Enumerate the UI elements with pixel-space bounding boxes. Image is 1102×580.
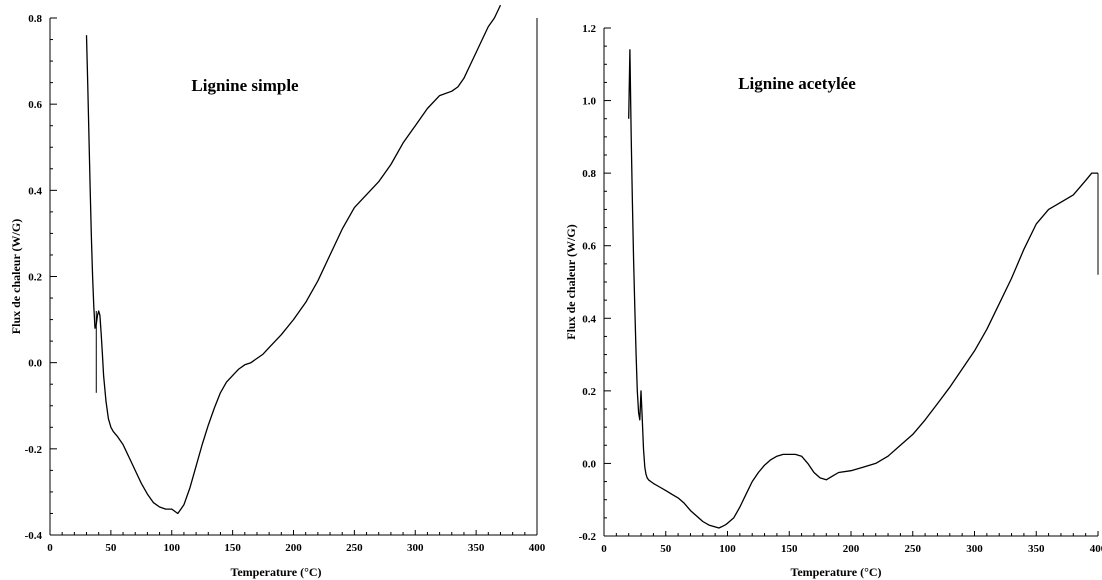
x-tick-label: 250 (905, 543, 922, 555)
y-tick-label: 1.0 (582, 96, 596, 108)
y-tick-label: 0.8 (28, 13, 42, 25)
y-tick-label: -0.4 (25, 530, 43, 542)
chart-title: Lignine simple (191, 76, 299, 95)
x-tick-label: 250 (346, 542, 363, 554)
x-tick-label: 150 (224, 542, 241, 554)
y-tick-label: -0.2 (25, 444, 43, 456)
y-tick-label: 0.2 (28, 272, 42, 284)
y-tick-label: -0.2 (579, 531, 597, 543)
chart-title: Lignine acetylée (738, 74, 856, 93)
y-tick-label: 0.0 (582, 458, 596, 470)
chart-panel-2: -0.2 0.0 0.2 0.4 0.6 0.8 1.0 1.2 0 50 100 150 200 250… (564, 23, 1102, 579)
x-tick-label: 400 (1090, 543, 1102, 555)
x-tick-label: 300 (407, 542, 424, 554)
y-tick-label: 0.6 (582, 241, 596, 253)
x-tick-label: 200 (285, 542, 302, 554)
x-tick-label: 300 (966, 543, 983, 555)
chart-panel-1: -0.4 -0.2 0.0 0.2 0.4 0.6 0.8 0 50 100 150 200 250 30… (9, 4, 546, 579)
x-tick-label: 200 (843, 543, 860, 555)
x-tick-label: 350 (1028, 543, 1045, 555)
x-tick-label: 0 (47, 542, 53, 554)
y-tick-label: 0.4 (28, 185, 42, 197)
x-tick-label: 350 (468, 542, 485, 554)
y-tick-label: 0.4 (582, 313, 596, 325)
x-tick-label: 400 (529, 542, 546, 554)
x-axis-title: Temperature (°C) (790, 565, 881, 579)
y-tick-label: 0.2 (582, 386, 596, 398)
y-axis-title: Flux de chaleur (W/G) (9, 219, 23, 334)
x-tick-label: 0 (601, 543, 607, 555)
series-line-1 (85, 4, 502, 515)
y-tick-label: 1.2 (582, 23, 596, 35)
x-tick-label: 100 (164, 542, 181, 554)
y-tick-label: 0.6 (28, 99, 42, 111)
x-tick-label: 100 (719, 543, 736, 555)
y-axis-title: Flux de chaleur (W/G) (564, 224, 578, 339)
y-tick-label: 0.8 (582, 168, 596, 180)
x-tick-label: 150 (781, 543, 798, 555)
x-axis-title: Temperature (°C) (230, 565, 321, 579)
y-tick-label: 0.0 (28, 358, 42, 370)
x-tick-label: 50 (105, 542, 117, 554)
x-tick-label: 50 (660, 543, 672, 555)
series-line-1 (628, 49, 1098, 529)
